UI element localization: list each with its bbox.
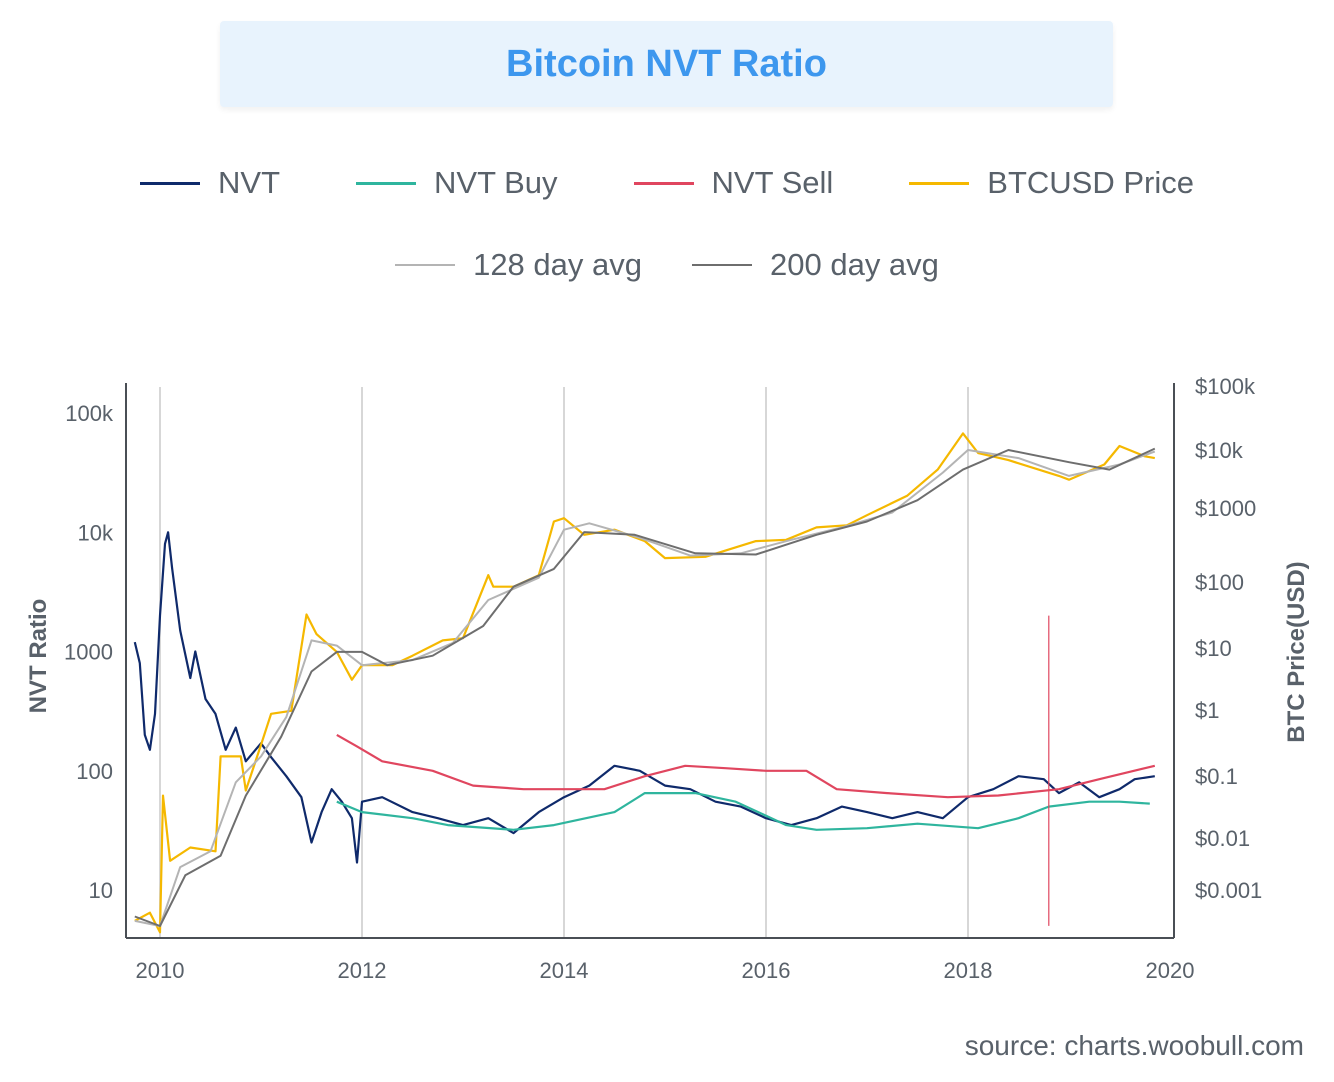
y-tick-label-right-3: $100	[1195, 570, 1244, 595]
legend-item-nvt-sell[interactable]: NVT Sell	[633, 165, 834, 201]
legend-label-nvt-sell: NVT Sell	[711, 165, 834, 200]
labels-layer: 2010 2012 2014 2016 2018 2020 100k 10k 1000 100 10…	[64, 374, 1262, 983]
y-tick-label-right-2: $1000	[1195, 496, 1256, 521]
axes-layer	[125, 383, 1175, 939]
legend-swatch-200-day-avg	[692, 264, 752, 266]
y-tick-label-left-0: 100k	[65, 401, 114, 426]
x-tick-label-2020: 2020	[1146, 958, 1195, 983]
grid-layer	[159, 387, 969, 938]
series-btcusd-price	[134, 432, 1155, 934]
legend-swatch-btcusd-price	[909, 181, 970, 185]
x-tick-label-2012: 2012	[338, 958, 387, 983]
y-tick-label-right-4: $10	[1195, 636, 1232, 661]
y-axis-label-left: NVT Ratio	[25, 599, 52, 714]
legend-item-128-day-avg[interactable]: 128 day avg	[395, 247, 642, 283]
y-tick-label-right-5: $1	[1195, 698, 1219, 723]
legend-swatch-128-day-avg	[395, 264, 456, 266]
x-tick-label-2018: 2018	[944, 958, 993, 983]
legend-item-btcusd-price[interactable]: BTCUSD Price	[909, 165, 1194, 201]
y-tick-label-left-2: 1000	[64, 640, 113, 665]
legend-label-128-day-avg: 128 day avg	[473, 247, 642, 282]
y-tick-label-right-1: $10k	[1195, 438, 1244, 463]
y-axis-label-right: BTC Price(USD)	[1283, 561, 1310, 742]
y-tick-label-right-7: $0.01	[1195, 826, 1250, 851]
chart-title-box: Bitcoin NVT Ratio	[220, 21, 1113, 107]
legend-label-btcusd-price: BTCUSD Price	[987, 165, 1194, 200]
legend-item-nvt[interactable]: NVT	[140, 165, 280, 201]
x-tick-label-2016: 2016	[742, 958, 791, 983]
y-tick-label-left-4: 10	[89, 878, 113, 903]
legend-item-200-day-avg[interactable]: 200 day avg	[692, 247, 939, 283]
source-note: source: charts.woobull.com	[964, 1030, 1304, 1061]
y-tick-label-left-3: 100	[76, 759, 113, 784]
legend-label-nvt-buy: NVT Buy	[434, 165, 558, 200]
y-tick-label-left-1: 10k	[78, 520, 114, 545]
legend-swatch-nvt-buy	[356, 181, 417, 185]
series-nvt-sell	[336, 733, 1156, 799]
chart-title: Bitcoin NVT Ratio	[506, 42, 827, 85]
series-200-day-avg	[134, 447, 1156, 927]
legend-swatch-nvt	[140, 181, 201, 185]
y-tick-label-right-6: $0.1	[1195, 764, 1238, 789]
legend-row-2: 128 day avg 200 day avg	[0, 247, 1334, 283]
legend-swatch-nvt-sell	[633, 181, 694, 185]
y-tick-label-right-0: $100k	[1195, 374, 1256, 399]
y-tick-label-right-8: $0.001	[1195, 878, 1262, 903]
legend-label-nvt: NVT	[218, 165, 281, 200]
x-tick-label-2014: 2014	[540, 958, 589, 983]
x-tick-label-2010: 2010	[136, 958, 185, 983]
series-nvt	[133, 531, 1155, 864]
legend-label-200-day-avg: 200 day avg	[770, 247, 939, 282]
legend-row-1: NVT NVT Buy NVT Sell BTCUSD Price	[0, 165, 1334, 201]
series-128-day-avg	[134, 449, 1156, 927]
series-layer	[133, 432, 1156, 934]
series-nvt-buy	[336, 792, 1150, 831]
legend-item-nvt-buy[interactable]: NVT Buy	[356, 165, 558, 201]
